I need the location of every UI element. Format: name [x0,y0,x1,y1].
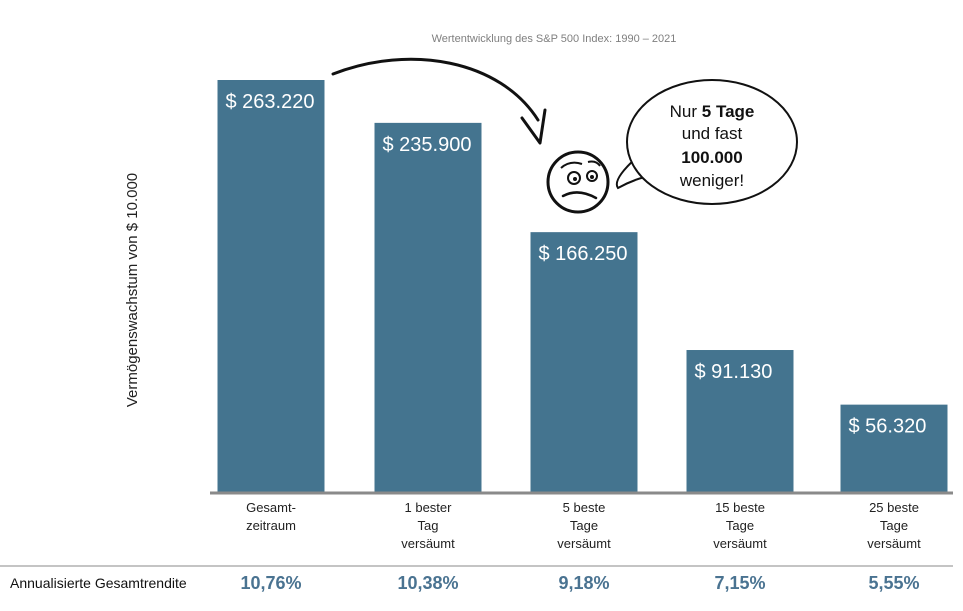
chart-title: Wertentwicklung des S&P 500 Index: 1990 … [432,33,677,45]
category-label-0-line-0: Gesamt- [246,500,296,515]
bar-value-label-3: $ 91.130 [695,361,773,383]
bubble-line-3: 100.000 [681,148,742,167]
bar-1 [374,122,482,493]
return-value-0: 10,76% [240,573,301,593]
curved-arrow-icon [331,57,547,145]
bubble-line-1-prefix: Nur [670,102,702,121]
category-label-2-line-1: Tage [570,518,598,533]
y-axis-label: Vermögenswachstum von $ 10.000 [124,173,141,407]
return-value-4: 5,55% [868,573,919,593]
category-label-3-line-0: 15 beste [715,500,765,515]
category-label-4-line-1: Tage [880,518,908,533]
category-label-1-line-2: versäumt [401,536,455,551]
bar-3 [686,350,794,493]
returns-caption: Annualisierte Gesamtrendite [10,575,187,591]
category-label-2-line-2: versäumt [557,536,611,551]
category-labels-layer: Gesamt-zeitraum 1 bester Tag versäumt 5 best… [246,500,921,551]
bar-0 [217,80,325,493]
return-value-2: 9,18% [558,573,609,593]
bar-value-label-1: $ 235.900 [383,134,472,156]
bars-layer [217,80,948,493]
bar-4 [840,404,948,493]
bubble-line-1: Nur 5 Tage [670,102,755,121]
bar-value-label-0: $ 263.220 [226,91,315,113]
return-value-3: 7,15% [714,573,765,593]
category-label-2-line-0: 5 beste [563,500,606,515]
category-label-3-line-1: Tage [726,518,754,533]
worried-face-icon [546,150,610,214]
bubble-line-4: weniger! [679,171,744,190]
bubble-line-2: und fast [682,124,743,143]
bar-value-label-4: $ 56.320 [849,416,927,438]
category-label-0-line-1: zeitraum [246,518,296,533]
category-label-1-line-0: 1 bester [405,500,453,515]
category-label-4-line-2: versäumt [867,536,921,551]
bar-value-label-2: $ 166.250 [539,243,628,265]
bubble-line-1-bold: 5 Tage [702,102,755,121]
bar-labels-layer: $ 263.220 $ 235.900 $ 166.250 $ 91.130 $ 56.… [226,91,927,438]
returns-values-layer: 10,76% 10,38% 9,18% 7,15% 5,55% [240,573,919,593]
bar-2 [530,232,638,493]
return-value-1: 10,38% [397,573,458,593]
category-label-1-line-1: Tag [418,518,439,533]
category-label-4-line-0: 25 beste [869,500,919,515]
category-label-3-line-2: versäumt [713,536,767,551]
speech-bubble: Nur 5 Tage und fast 100.000 weniger! [615,79,798,205]
